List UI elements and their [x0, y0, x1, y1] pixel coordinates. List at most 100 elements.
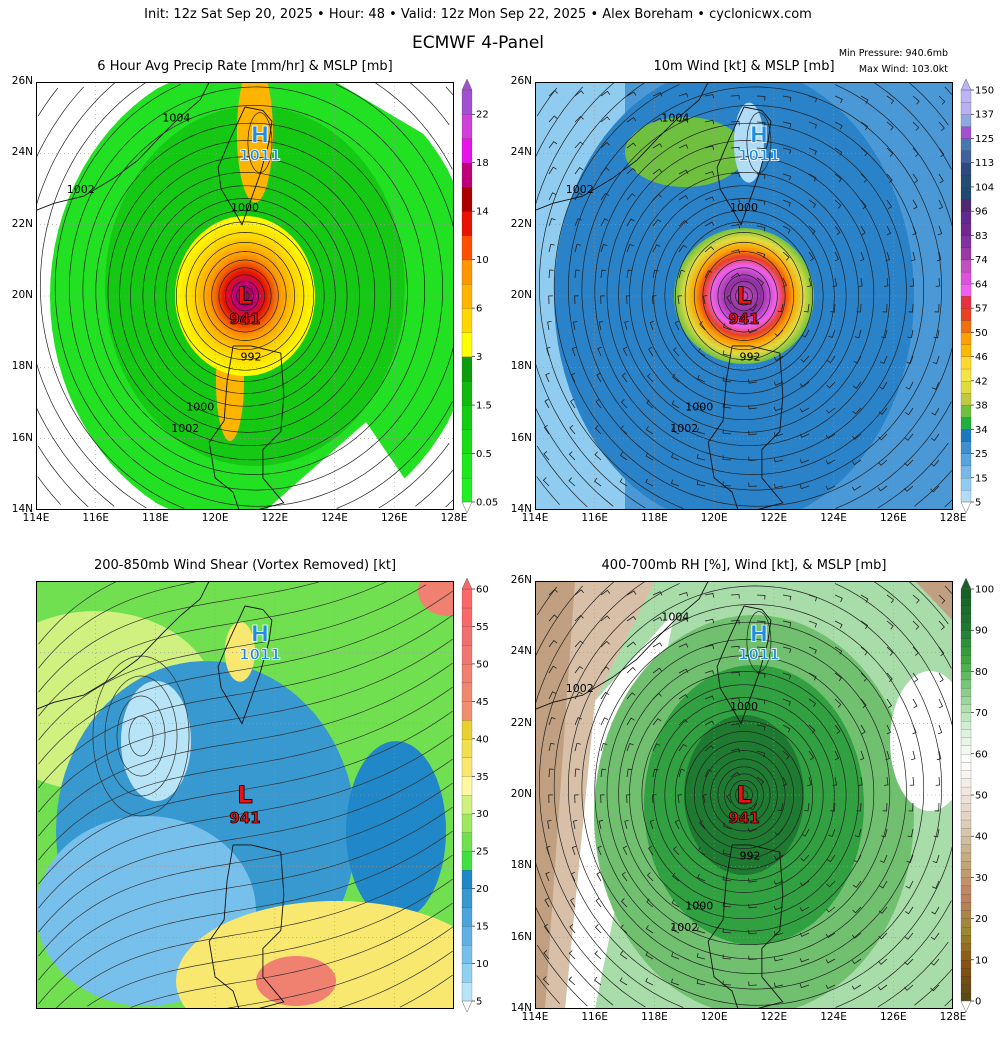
- isobar: [37, 87, 453, 508]
- colorbar-bin: [960, 869, 972, 878]
- colorbar-tick-label: 0.5: [476, 449, 492, 460]
- wind-barb: [908, 303, 914, 313]
- streamline: [38, 806, 453, 981]
- wind-barb: [800, 355, 810, 363]
- colorbar-tick-label: 80: [975, 667, 988, 678]
- isobar: [664, 709, 824, 881]
- streamline: [338, 950, 453, 1008]
- wind-barb: [671, 899, 680, 908]
- wind-barb: [730, 748, 741, 753]
- wind-barb: [825, 485, 836, 491]
- colorbar-bin: [461, 944, 473, 964]
- colorbar-bin: [960, 663, 972, 672]
- wind-barb: [574, 640, 584, 648]
- streamline: [38, 734, 453, 909]
- wind-barb: [568, 976, 576, 986]
- colorbar-bin: [960, 918, 972, 928]
- colorbar-bin: [960, 429, 972, 442]
- colorbar-bin: [960, 737, 972, 746]
- wind-barb: [879, 880, 888, 889]
- high-pressure-symbol: H: [750, 124, 768, 149]
- wind-barb: [748, 379, 758, 384]
- wind-barb: [756, 147, 766, 153]
- colorbar-bin: [461, 453, 473, 479]
- colorbar-bin: [461, 888, 473, 908]
- colorbar-tick-label: 25: [975, 449, 988, 460]
- streamline: [55, 854, 453, 1008]
- wind-barb: [834, 750, 840, 761]
- wind-barb: [756, 225, 766, 232]
- wind-barb: [906, 854, 914, 864]
- wind-barb: [825, 407, 836, 414]
- wind-barb: [860, 121, 869, 131]
- wind-barb: [543, 923, 550, 934]
- wind-barb: [671, 426, 680, 435]
- wind-barb: [799, 407, 810, 413]
- isobar: [735, 286, 753, 306]
- wind-barb: [799, 906, 810, 912]
- wind-barb: [568, 950, 576, 960]
- wind-barb: [934, 303, 940, 313]
- wind-barb: [859, 750, 865, 761]
- colorbar-bin: [960, 885, 972, 895]
- lat-tick-label: 22N: [510, 716, 532, 729]
- wind-barb: [834, 199, 842, 209]
- wind-barb: [756, 277, 765, 287]
- wind-barb: [799, 484, 810, 490]
- wind-barb: [909, 776, 915, 786]
- wind-barb: [626, 218, 635, 227]
- colorbar-bin: [960, 235, 972, 248]
- isobar: [203, 251, 287, 341]
- wind-barb: [834, 173, 842, 183]
- wind-barb: [730, 224, 740, 229]
- wind-barb: [748, 852, 758, 858]
- isobar: [693, 241, 795, 351]
- wind-barb: [548, 166, 557, 175]
- colorbar-bin: [461, 719, 473, 740]
- wind-barb: [756, 776, 765, 786]
- coastline-taiwan: [217, 605, 273, 725]
- wind-barb: [828, 329, 836, 339]
- colorbar-bin: [960, 150, 972, 164]
- wind-barb: [930, 932, 940, 941]
- wind-barb: [774, 483, 784, 489]
- contour-label: 1004: [162, 112, 190, 125]
- wind-barb: [652, 768, 659, 778]
- panel-title: 200-850mb Wind Shear (Vortex Removed) [k…: [93, 558, 397, 573]
- wind-barb: [834, 672, 842, 682]
- wind-barb: [574, 115, 584, 123]
- colorbar-bin: [960, 654, 972, 664]
- colorbar-bin: [960, 951, 972, 961]
- wind-barb: [600, 295, 605, 305]
- wind-barb: [626, 615, 637, 622]
- wind-barb: [626, 590, 637, 596]
- colorbar-bin: [960, 902, 972, 911]
- wind-barb: [673, 846, 680, 856]
- wind-barb: [626, 692, 636, 700]
- wind-barb: [907, 329, 914, 339]
- wind-barb: [851, 984, 862, 990]
- lat-tick-label: 18N: [510, 859, 532, 872]
- wind-barb: [773, 457, 784, 463]
- lon-tick-label: 118E: [142, 512, 169, 524]
- wind-barb: [678, 144, 689, 149]
- isobar: [225, 274, 265, 318]
- lon-tick-label: 128E: [440, 512, 468, 524]
- colorbar-extend-min: [461, 1000, 473, 1013]
- colorbar-tick-label: 150: [975, 86, 994, 97]
- wind-barb: [808, 620, 818, 628]
- wind-barb: [912, 173, 919, 184]
- wind-barb: [934, 802, 940, 812]
- colorbar-bin: [461, 682, 473, 702]
- lon-tick-label: 114E: [521, 1011, 549, 1023]
- wind-barb: [782, 646, 792, 653]
- colorbar-bin: [461, 332, 473, 357]
- contour-label: 1000: [685, 900, 713, 913]
- colorbar-bin: [960, 356, 972, 370]
- wind-barb: [747, 828, 758, 833]
- wind-barb: [782, 724, 791, 733]
- colorbar-bin: [960, 489, 972, 503]
- lon-tick-label: 128E: [939, 512, 967, 524]
- colorbar-bin: [960, 753, 972, 763]
- colorbar-bin: [461, 626, 473, 646]
